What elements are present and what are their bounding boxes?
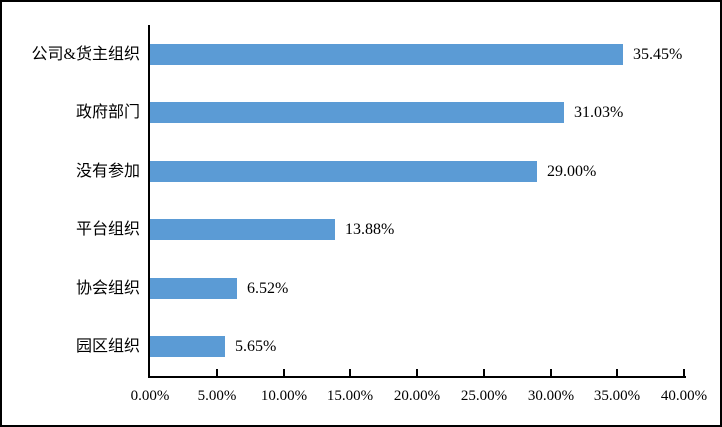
x-tick-label: 35.00% [593, 388, 641, 404]
category-label: 政府部门 [75, 104, 140, 121]
bar [150, 336, 225, 357]
category-label: 平台组织 [75, 221, 140, 238]
x-tick [683, 369, 685, 376]
y-axis-line [148, 25, 150, 378]
value-label: 29.00% [547, 163, 597, 180]
bar [150, 219, 335, 240]
bar [150, 102, 564, 123]
category-label: 协会组织 [75, 280, 140, 297]
value-label: 31.03% [574, 104, 624, 121]
x-axis-line [148, 376, 686, 378]
bar [150, 44, 623, 65]
bar [150, 278, 237, 299]
x-tick-label: 15.00% [326, 388, 374, 404]
category-label: 公司&货主组织 [31, 46, 140, 63]
x-tick [550, 369, 552, 376]
category-label: 园区组织 [75, 338, 140, 355]
x-tick [616, 369, 618, 376]
bar [150, 161, 537, 182]
x-tick [483, 369, 485, 376]
x-tick-label: 0.00% [130, 388, 170, 404]
value-label: 5.65% [235, 338, 277, 355]
x-tick-label: 25.00% [460, 388, 508, 404]
x-tick [216, 369, 218, 376]
x-tick-label: 20.00% [393, 388, 441, 404]
x-tick-label: 30.00% [527, 388, 575, 404]
x-tick [283, 369, 285, 376]
value-label: 6.52% [247, 280, 289, 297]
x-tick-label: 5.00% [197, 388, 237, 404]
category-label: 没有参加 [75, 163, 140, 180]
x-tick [416, 369, 418, 376]
x-tick-label: 40.00% [660, 388, 708, 404]
x-tick [349, 369, 351, 376]
value-label: 35.45% [633, 46, 683, 63]
x-tick-label: 10.00% [260, 388, 308, 404]
value-label: 13.88% [345, 221, 395, 238]
